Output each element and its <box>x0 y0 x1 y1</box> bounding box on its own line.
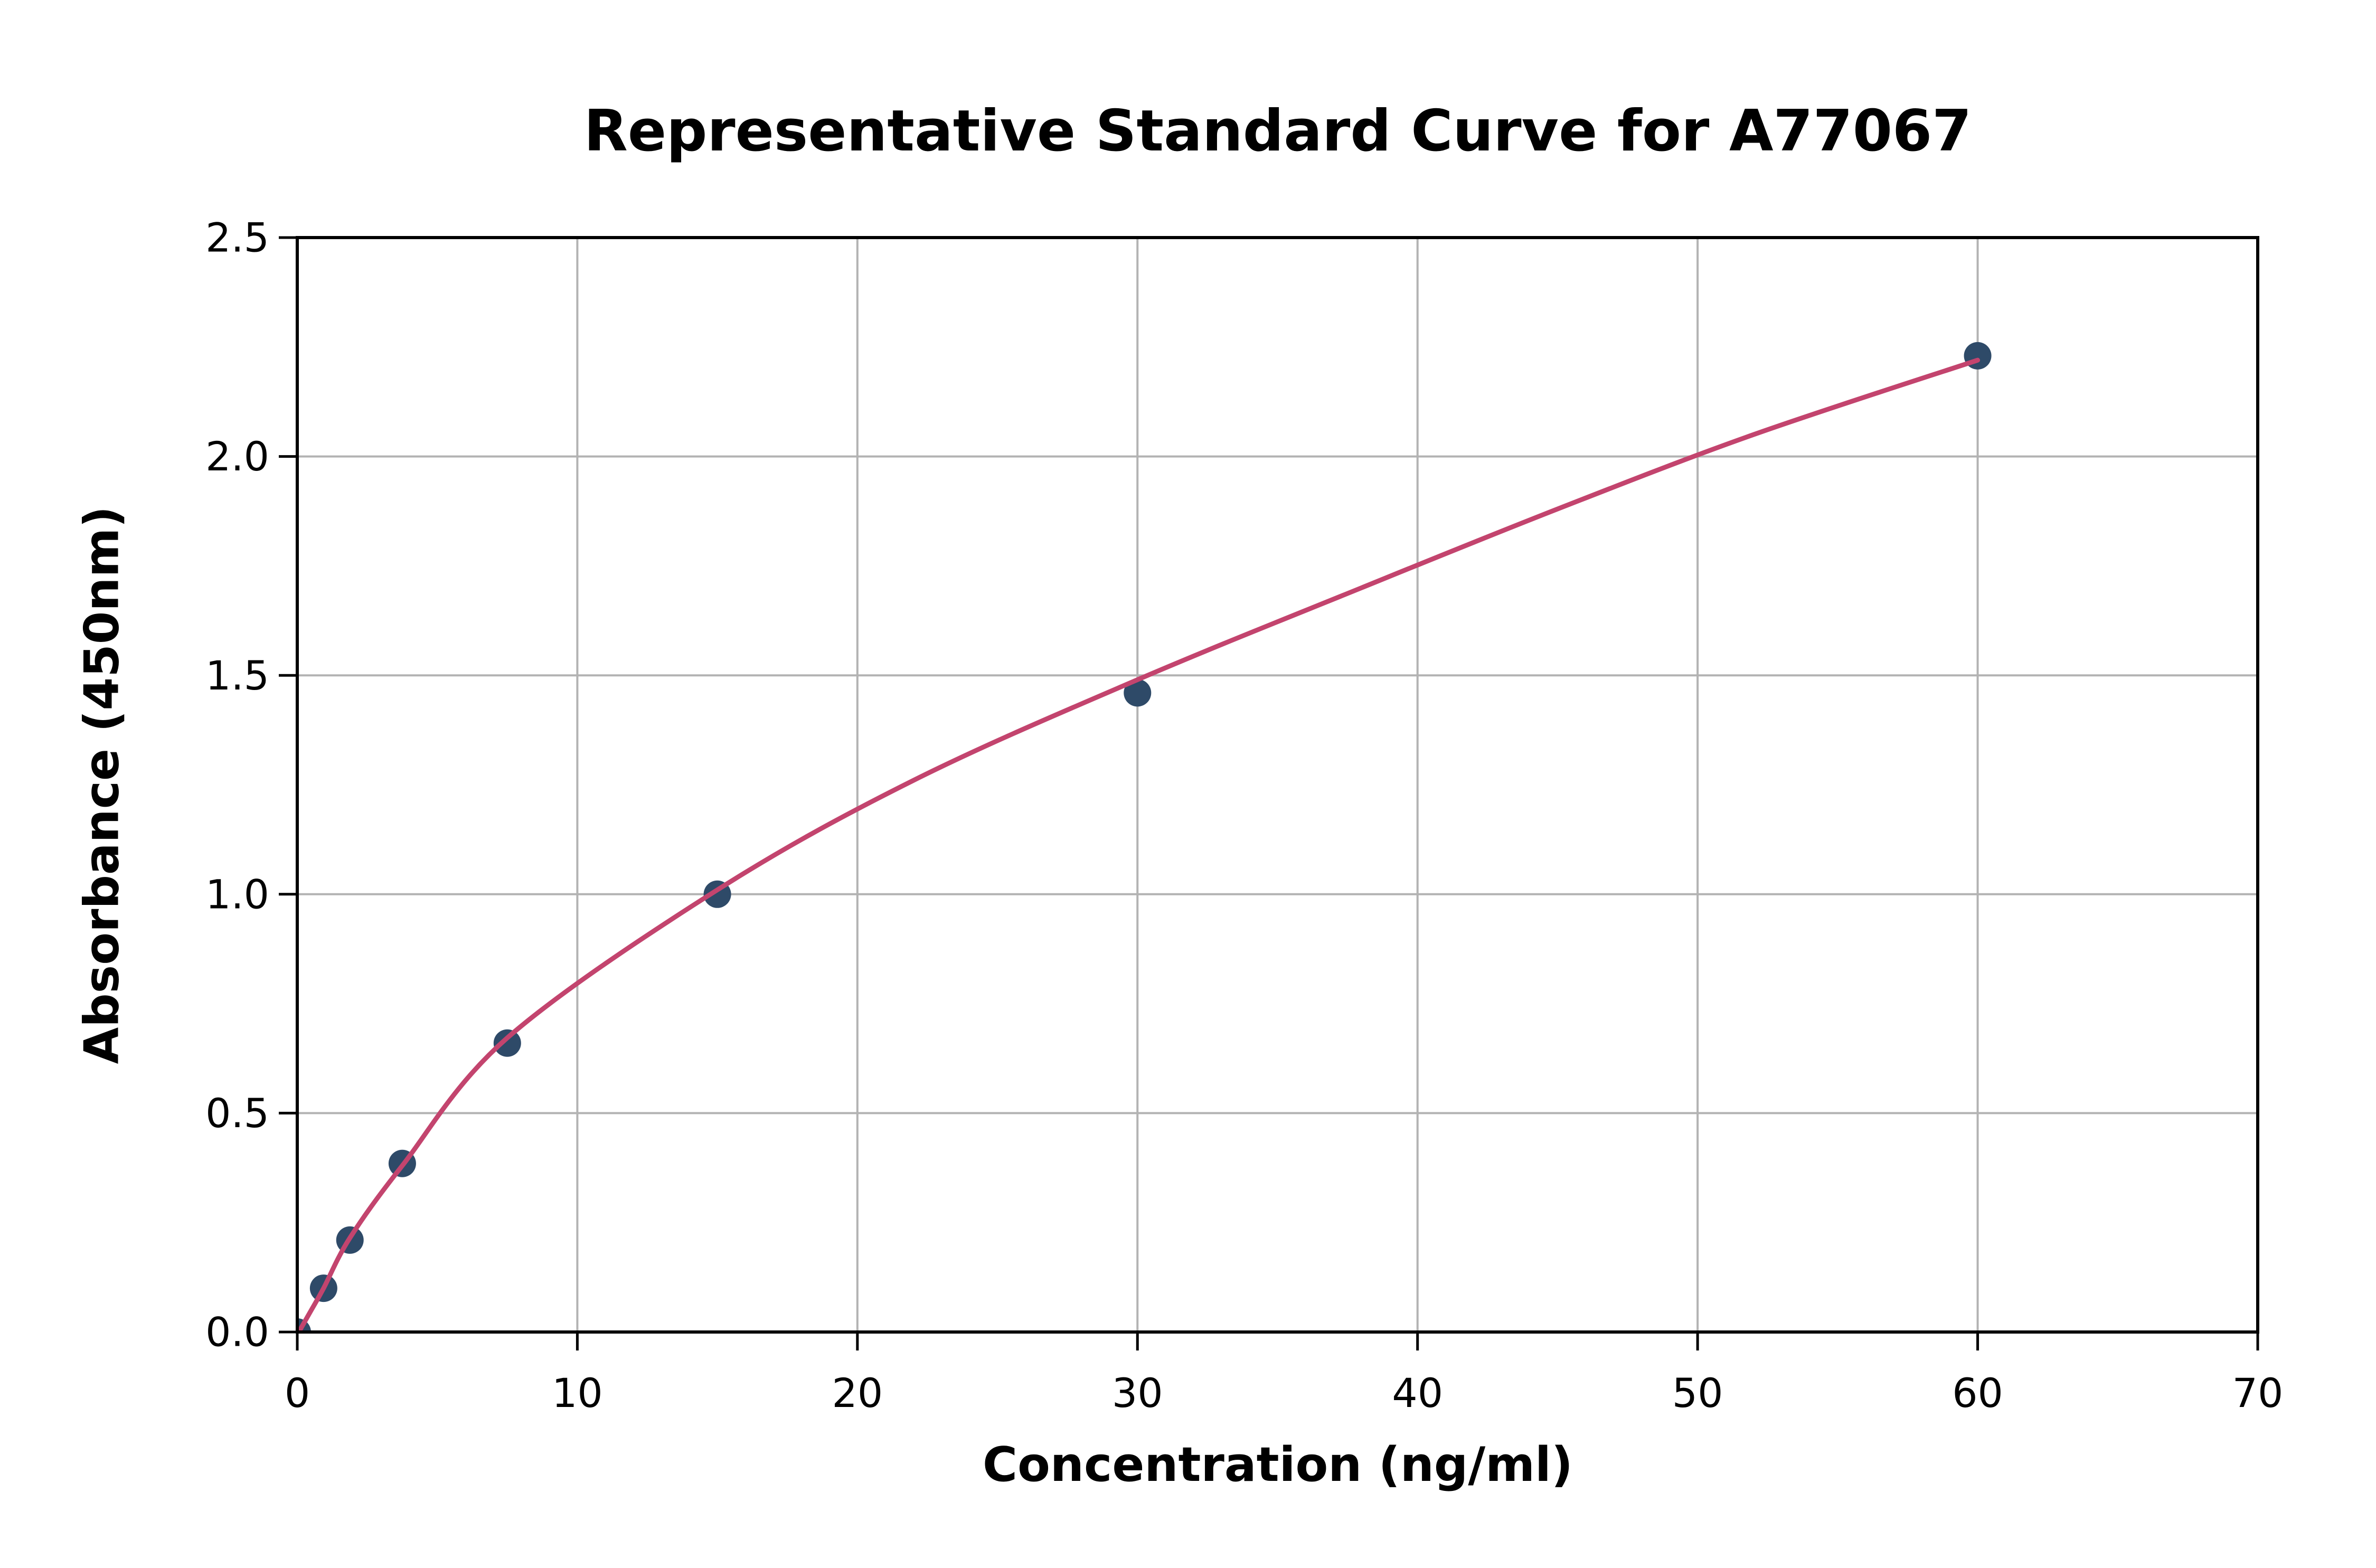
y-tick-label: 2.0 <box>205 433 269 480</box>
x-axis-label: Concentration (ng/ml) <box>983 1437 1573 1493</box>
data-point <box>1124 679 1152 707</box>
x-tick-label: 60 <box>1952 1369 2003 1416</box>
fit-curve <box>297 357 1981 1332</box>
x-tick-label: 70 <box>2232 1369 2284 1416</box>
y-axis-label: Absorbance (450nm) <box>74 506 130 1064</box>
x-tick-label: 20 <box>832 1369 883 1416</box>
data-points <box>297 342 1992 1332</box>
fit-curve-line <box>297 357 1981 1332</box>
y-tick-label: 1.5 <box>205 652 269 699</box>
x-tick-label: 0 <box>285 1369 310 1416</box>
x-tick-label: 50 <box>1672 1369 1723 1416</box>
data-point <box>493 1029 521 1057</box>
x-tick-label: 30 <box>1112 1369 1163 1416</box>
x-tick-label: 10 <box>552 1369 603 1416</box>
x-axis-ticks: 0 10 20 30 40 50 60 70 <box>285 1332 2284 1416</box>
plot-border <box>296 236 2259 1334</box>
y-tick-label: 0.0 <box>205 1309 269 1356</box>
x-tick-label: 40 <box>1392 1369 1443 1416</box>
y-tick-label: 2.5 <box>205 214 269 261</box>
y-axis-ticks: 0.0 0.5 1.0 1.5 2.0 2.5 <box>205 214 297 1356</box>
y-tick-label: 1.0 <box>205 871 269 918</box>
gridlines <box>297 238 2258 1332</box>
chart-title: Representative Standard Curve for A77067 <box>584 98 1972 164</box>
y-tick-label: 0.5 <box>205 1090 269 1137</box>
